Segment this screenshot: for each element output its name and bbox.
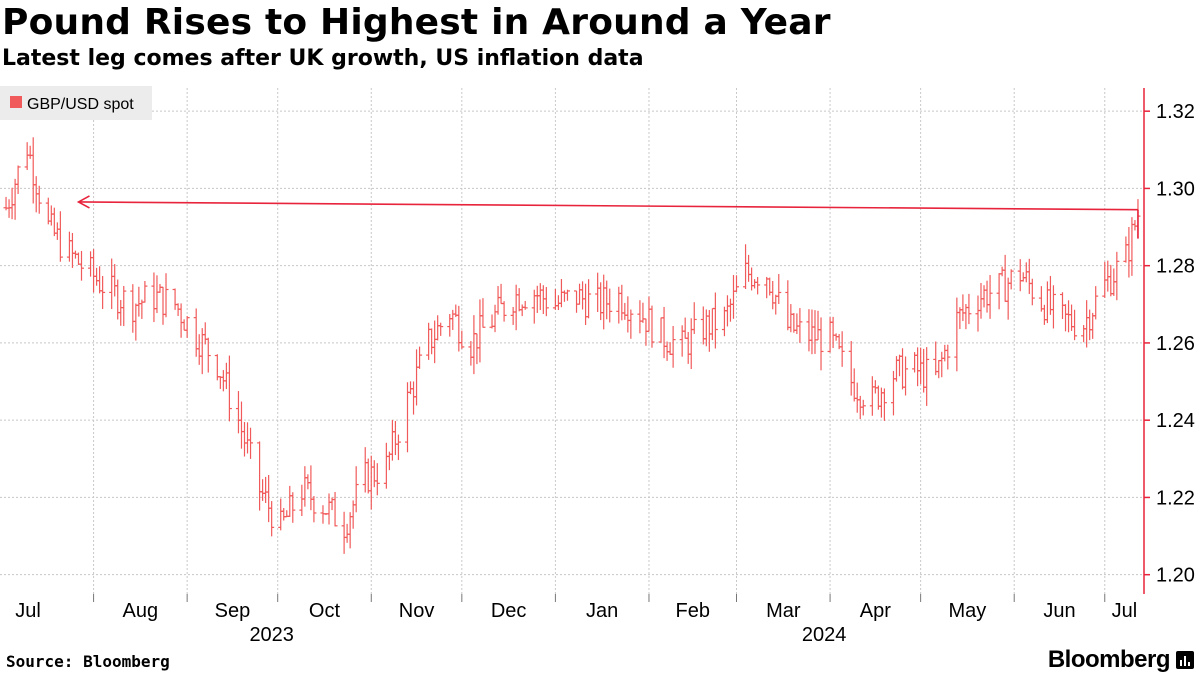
chart-title: Pound Rises to Highest in Around a Year — [2, 2, 831, 43]
y-tick-label: 1.32 — [1156, 101, 1195, 123]
source-note: Source: Bloomberg — [6, 652, 170, 671]
y-tick-label: 1.24 — [1156, 410, 1195, 432]
x-tick-label: Sep — [215, 600, 251, 622]
x-axis-ticks: Jul Aug Sep Oct Nov Dec Jan Feb Mar Apr May Jun Jul 2… — [15, 594, 1137, 646]
bloomberg-terminal-icon — [1176, 651, 1194, 669]
legend-background — [0, 86, 152, 120]
x-year-label: 2023 — [249, 624, 294, 646]
x-tick-label: Aug — [123, 600, 159, 622]
x-tick-label: Jan — [586, 600, 618, 622]
y-tick-label: 1.28 — [1156, 256, 1195, 278]
chart-subtitle: Latest leg comes after UK growth, US inf… — [2, 46, 644, 71]
y-tick-label: 1.22 — [1156, 487, 1195, 509]
x-tick-label: May — [949, 600, 987, 622]
x-tick-label: Oct — [309, 600, 341, 622]
x-tick-label: Feb — [676, 600, 710, 622]
x-tick-label: Dec — [491, 600, 527, 622]
legend-label: GBP/USD spot — [27, 96, 134, 113]
price-bars — [3, 137, 1141, 554]
annotation-arrowhead — [76, 195, 90, 209]
annotation-line — [78, 201, 1138, 211]
horizontal-gridlines — [0, 110, 1144, 576]
y-axis-ticks: 1.32 1.30 1.28 1.26 1.24 1.22 1.20 — [1144, 101, 1195, 587]
annotation-arrow — [76, 195, 1139, 239]
vertical-gridlines — [93, 88, 1106, 594]
x-year-label: 2024 — [802, 624, 847, 646]
x-tick-label: Jul — [15, 600, 41, 622]
legend: GBP/USD spot — [0, 86, 152, 120]
y-tick-label: 1.30 — [1156, 178, 1195, 200]
x-tick-label: Nov — [399, 600, 435, 622]
x-tick-label: Apr — [860, 600, 891, 622]
x-tick-label: Mar — [766, 600, 801, 622]
brand-logo: Bloomberg — [1047, 646, 1171, 673]
x-tick-label: Jul — [1112, 600, 1138, 622]
x-tick-label: Jun — [1043, 600, 1075, 622]
y-tick-label: 1.20 — [1156, 565, 1195, 587]
y-tick-label: 1.26 — [1156, 333, 1195, 355]
legend-swatch — [10, 96, 22, 108]
